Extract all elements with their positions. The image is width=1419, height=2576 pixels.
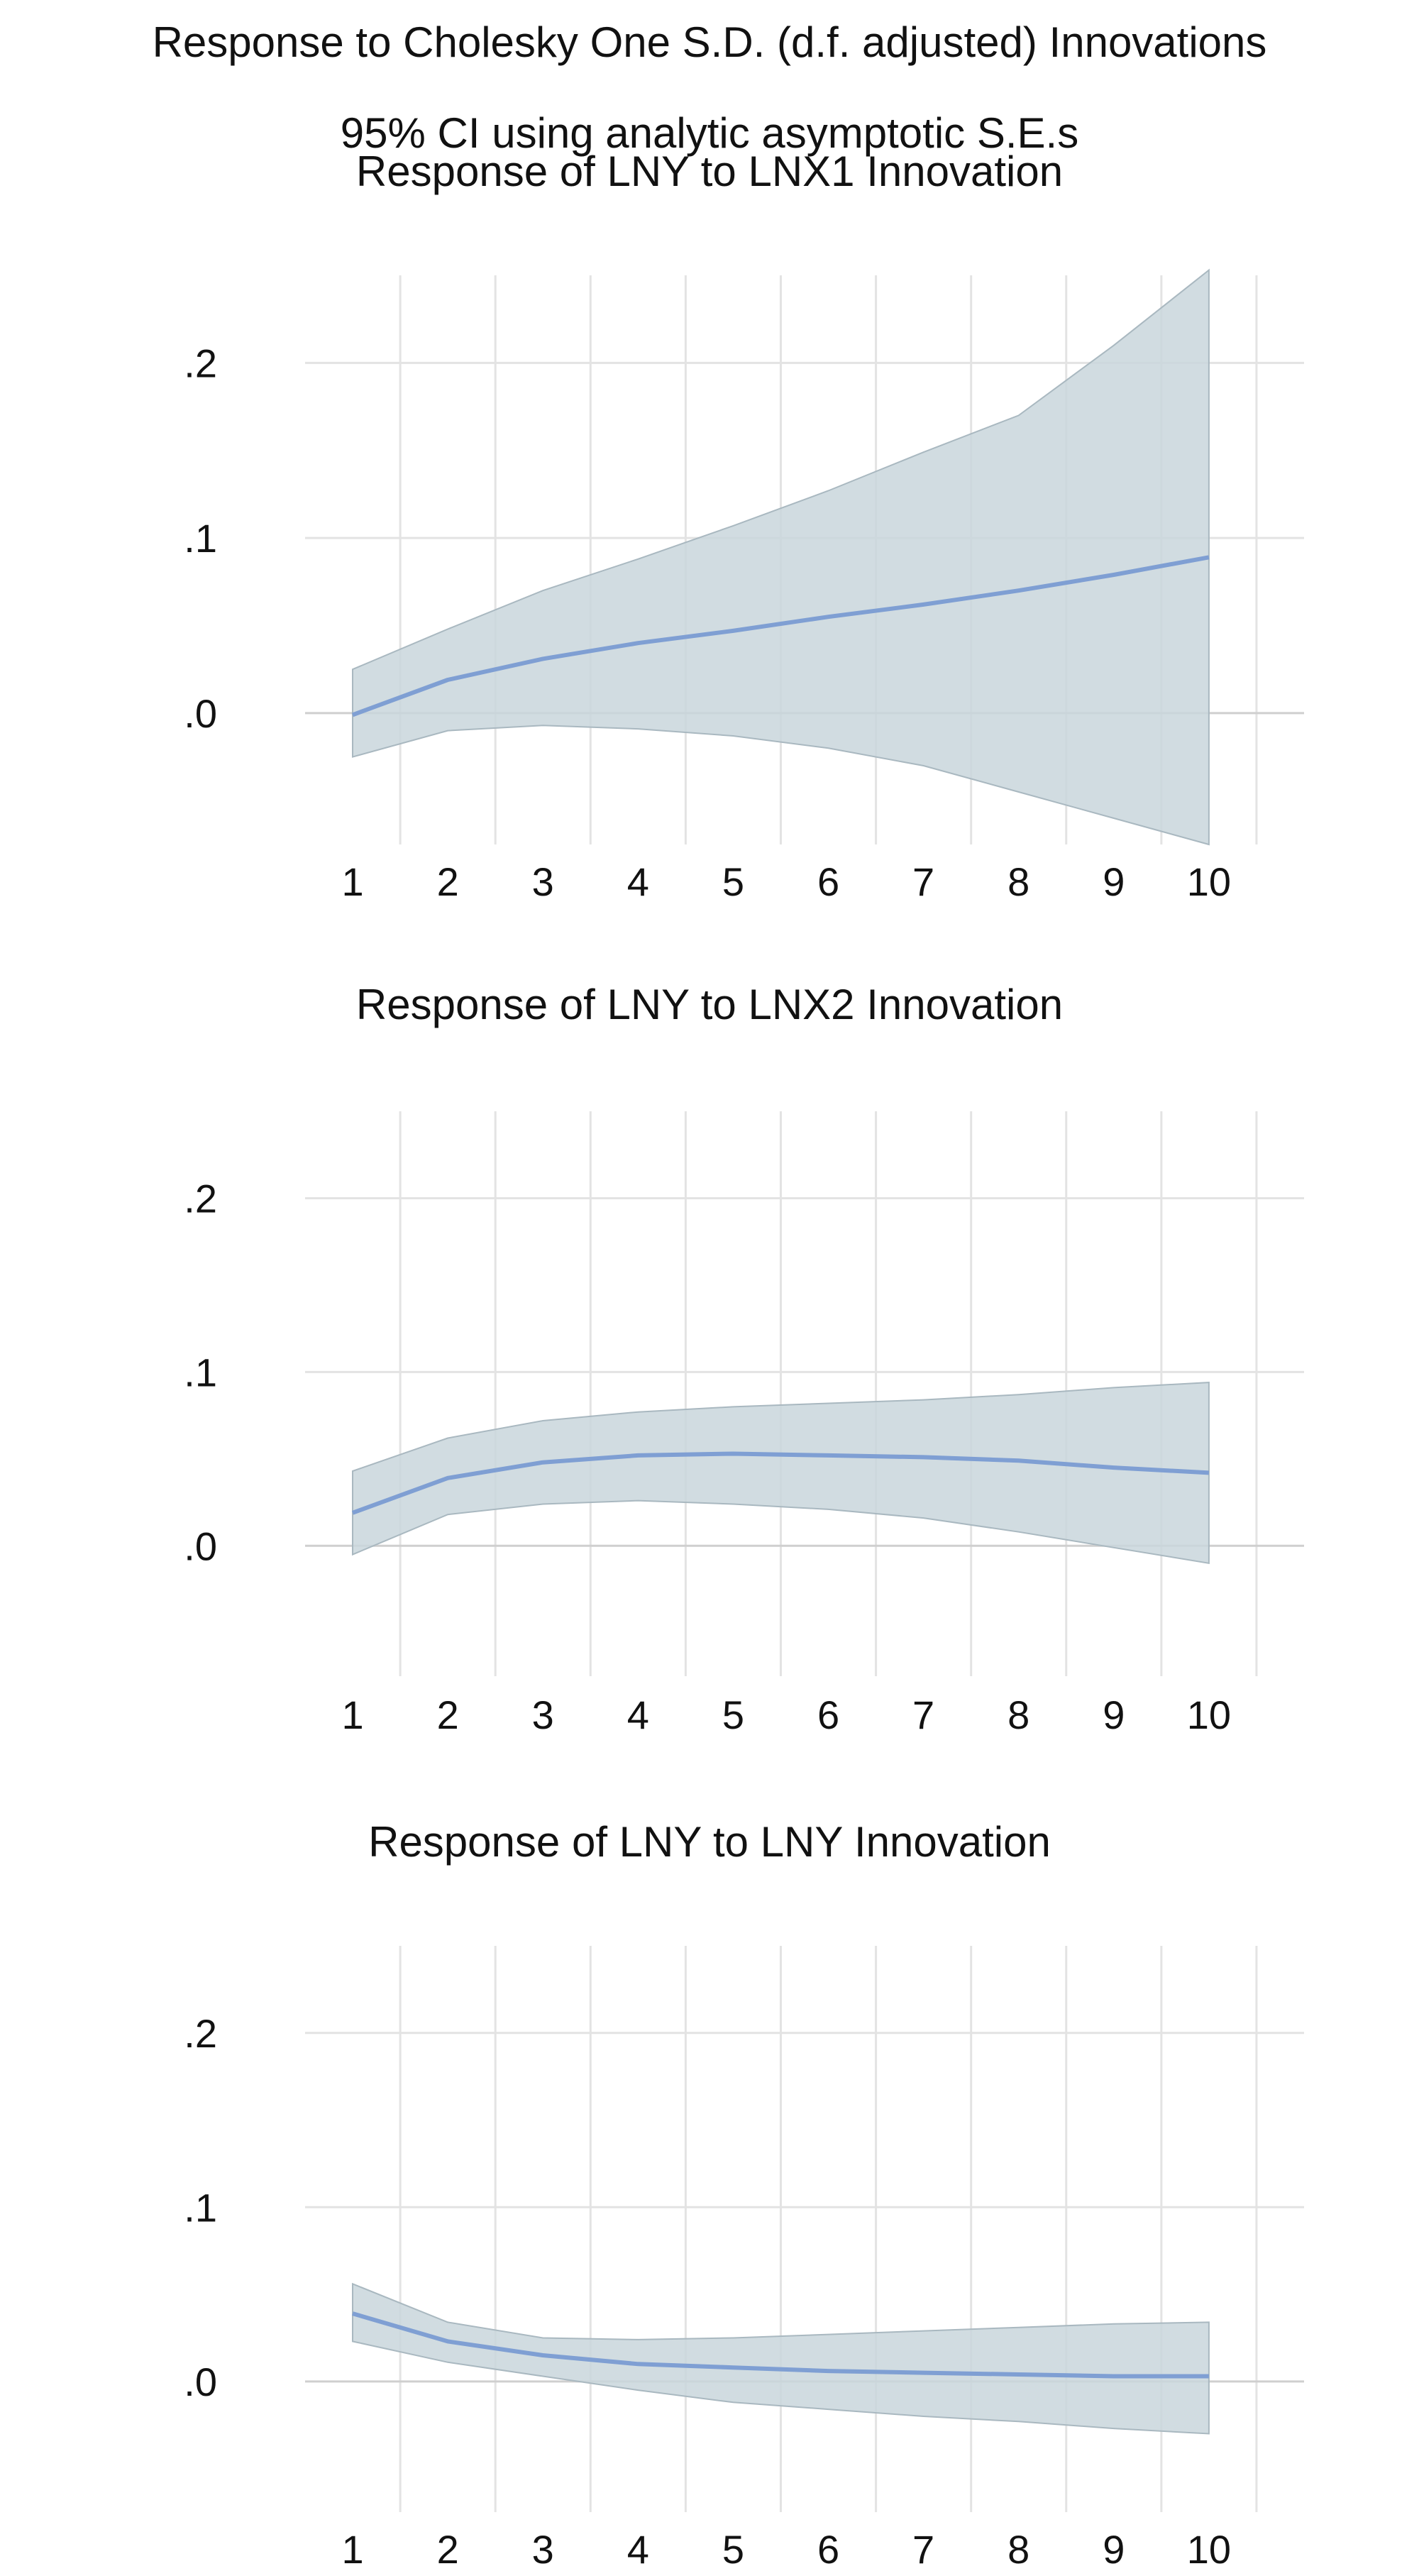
y-tick-label: .2 <box>184 1176 217 1221</box>
x-tick-label: 10 <box>1187 1692 1231 1737</box>
response-line <box>351 555 1210 717</box>
x-tick-label: 10 <box>1187 859 1231 904</box>
panel-title: Response of LNY to LNY Innovation <box>368 1818 1051 1866</box>
x-tick-label: 6 <box>817 2527 839 2572</box>
confidence-band <box>352 268 1210 846</box>
x-tick-label: 9 <box>1103 2527 1125 2572</box>
x-tick-label: 7 <box>912 859 934 904</box>
x-tick-label: 3 <box>532 1692 554 1737</box>
irf-panels: Response of LNY to LNX1 Innovation .0 .1 .2… <box>184 148 1304 2572</box>
x-tick-label: 3 <box>532 2527 554 2572</box>
x-tick-label: 3 <box>532 859 554 904</box>
x-tick-label: 1 <box>341 859 363 904</box>
y-tick-label: .2 <box>184 341 217 385</box>
x-tick-label: 10 <box>1187 2527 1231 2572</box>
x-tick-label: 4 <box>627 2527 649 2572</box>
x-tick-label: 4 <box>627 859 649 904</box>
y-tick-label: .0 <box>184 1524 217 1568</box>
x-tick-label: 1 <box>341 2527 363 2572</box>
x-tick-label: 1 <box>341 1692 363 1737</box>
x-tick-label: 4 <box>627 1692 649 1737</box>
x-tick-label: 5 <box>722 2527 744 2572</box>
irf-panel-2: Response of LNY to LNX2 Innovation .0 .1 .2… <box>184 981 1304 1737</box>
y-tick-label: .2 <box>184 2011 217 2056</box>
confidence-band <box>352 1382 1210 1564</box>
x-tick-label: 8 <box>1007 2527 1029 2572</box>
figure-subtitle: 95% CI using analytic asymptotic S.E.s <box>341 109 1078 157</box>
x-tick-label: 9 <box>1103 1692 1125 1737</box>
y-tick-label: .0 <box>184 2360 217 2404</box>
y-tick-label: .0 <box>184 691 217 736</box>
x-tick-label: 5 <box>722 859 744 904</box>
y-tick-label: .1 <box>184 516 217 561</box>
response-line <box>351 1451 1210 1515</box>
panel-title: Response of LNY to LNX2 Innovation <box>356 981 1063 1028</box>
x-tick-label: 7 <box>912 1692 934 1737</box>
x-tick-label: 7 <box>912 2527 934 2572</box>
x-tick-label: 2 <box>437 1692 459 1737</box>
y-tick-label: .1 <box>184 2185 217 2230</box>
x-tick-label: 6 <box>817 1692 839 1737</box>
x-tick-label: 5 <box>722 1692 744 1737</box>
x-tick-label: 2 <box>437 859 459 904</box>
x-tick-label: 8 <box>1007 1692 1029 1737</box>
y-tick-label: .1 <box>184 1350 217 1394</box>
confidence-band <box>352 2282 1210 2435</box>
x-tick-label: 6 <box>817 859 839 904</box>
x-tick-label: 8 <box>1007 859 1029 904</box>
response-line <box>352 2311 1209 2379</box>
x-tick-label: 2 <box>437 2527 459 2572</box>
x-tick-label: 9 <box>1103 859 1125 904</box>
figure-title: Response to Cholesky One S.D. (d.f. adju… <box>153 18 1267 66</box>
irf-panel-3: Response of LNY to LNY Innovation .0 .1 .2 1… <box>184 1818 1304 2572</box>
panel-title: Response of LNY to LNX1 Innovation <box>356 148 1063 195</box>
irf-panel-1: Response of LNY to LNX1 Innovation .0 .1 .2… <box>184 148 1304 904</box>
